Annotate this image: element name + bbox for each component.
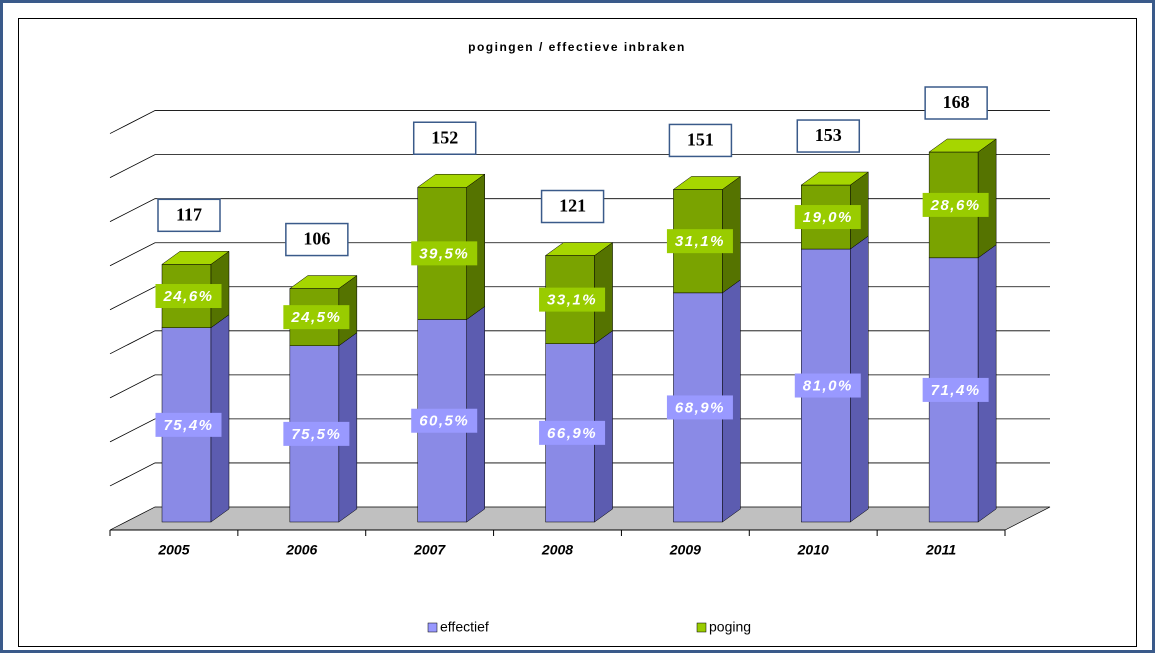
bar-top (416, 173, 486, 188)
total-box (412, 121, 477, 155)
value-label: 60,5% (419, 413, 469, 430)
grid-line (109, 110, 1050, 134)
total-label: 152 (431, 127, 458, 147)
value-label: 71,4% (931, 382, 981, 399)
value-label-box (666, 395, 733, 420)
bar-top (672, 176, 742, 190)
total-label: 121 (559, 196, 586, 216)
grid-line (109, 462, 1050, 487)
total-box (924, 86, 988, 120)
value-label-box (155, 284, 222, 309)
value-label: 81,0% (803, 377, 853, 394)
bar-top (544, 242, 614, 256)
value-label-box (539, 420, 606, 445)
value-label: 75,5% (291, 426, 341, 443)
legend-label: poging (709, 619, 751, 635)
value-label-box (539, 287, 606, 312)
x-tick-label: 2010 (797, 542, 829, 558)
total-label: 117 (176, 204, 202, 224)
value-label: 28,6% (930, 197, 981, 214)
value-label-box (283, 305, 350, 330)
bar-top (800, 171, 870, 186)
value-label: 68,9% (675, 399, 725, 416)
value-label-box (794, 373, 861, 398)
value-label-box (283, 421, 350, 446)
value-label: 24,6% (162, 288, 213, 305)
value-label: 39,5% (419, 245, 469, 262)
total-box (796, 119, 861, 153)
grid-line (109, 242, 1050, 267)
total-box (157, 198, 221, 233)
total-label: 106 (303, 229, 330, 249)
bar-top (289, 275, 358, 289)
value-label-box (922, 377, 989, 402)
grid-line (109, 286, 1050, 311)
total-box (540, 189, 605, 224)
grid-line (109, 330, 1050, 355)
grid-line (109, 198, 1050, 223)
bar-top (161, 251, 230, 265)
value-label-box (155, 412, 222, 437)
chart-title: pogingen / effectieve inbraken (468, 40, 686, 54)
legend-swatch (696, 622, 707, 633)
value-label-box (922, 192, 989, 217)
x-tick-label: 2005 (157, 542, 189, 558)
total-label: 168 (943, 92, 970, 112)
value-label-box (794, 205, 861, 230)
x-tick-label: 2006 (285, 542, 317, 558)
value-label: 19,0% (803, 209, 853, 226)
total-box (668, 123, 733, 158)
x-tick-label: 2011 (925, 542, 956, 558)
total-box (285, 222, 349, 257)
grid-line (109, 374, 1050, 399)
bar-top (928, 138, 997, 153)
x-tick-label: 2007 (413, 542, 446, 558)
legend-swatch (427, 622, 438, 633)
value-label: 75,4% (163, 417, 213, 434)
value-label: 24,5% (290, 309, 341, 326)
value-label: 33,1% (547, 292, 597, 309)
value-label-box (411, 408, 478, 433)
grid-line (109, 154, 1050, 178)
value-label-box (666, 229, 733, 254)
legend-label: effectief (440, 619, 489, 635)
value-label: 66,9% (547, 425, 597, 442)
x-tick-label: 2008 (541, 542, 573, 558)
value-label-box (411, 241, 478, 266)
grid-line (109, 418, 1050, 443)
x-tick-label: 2009 (669, 542, 701, 558)
total-label: 151 (687, 130, 714, 150)
value-label: 31,1% (675, 233, 725, 250)
total-label: 153 (815, 125, 842, 145)
